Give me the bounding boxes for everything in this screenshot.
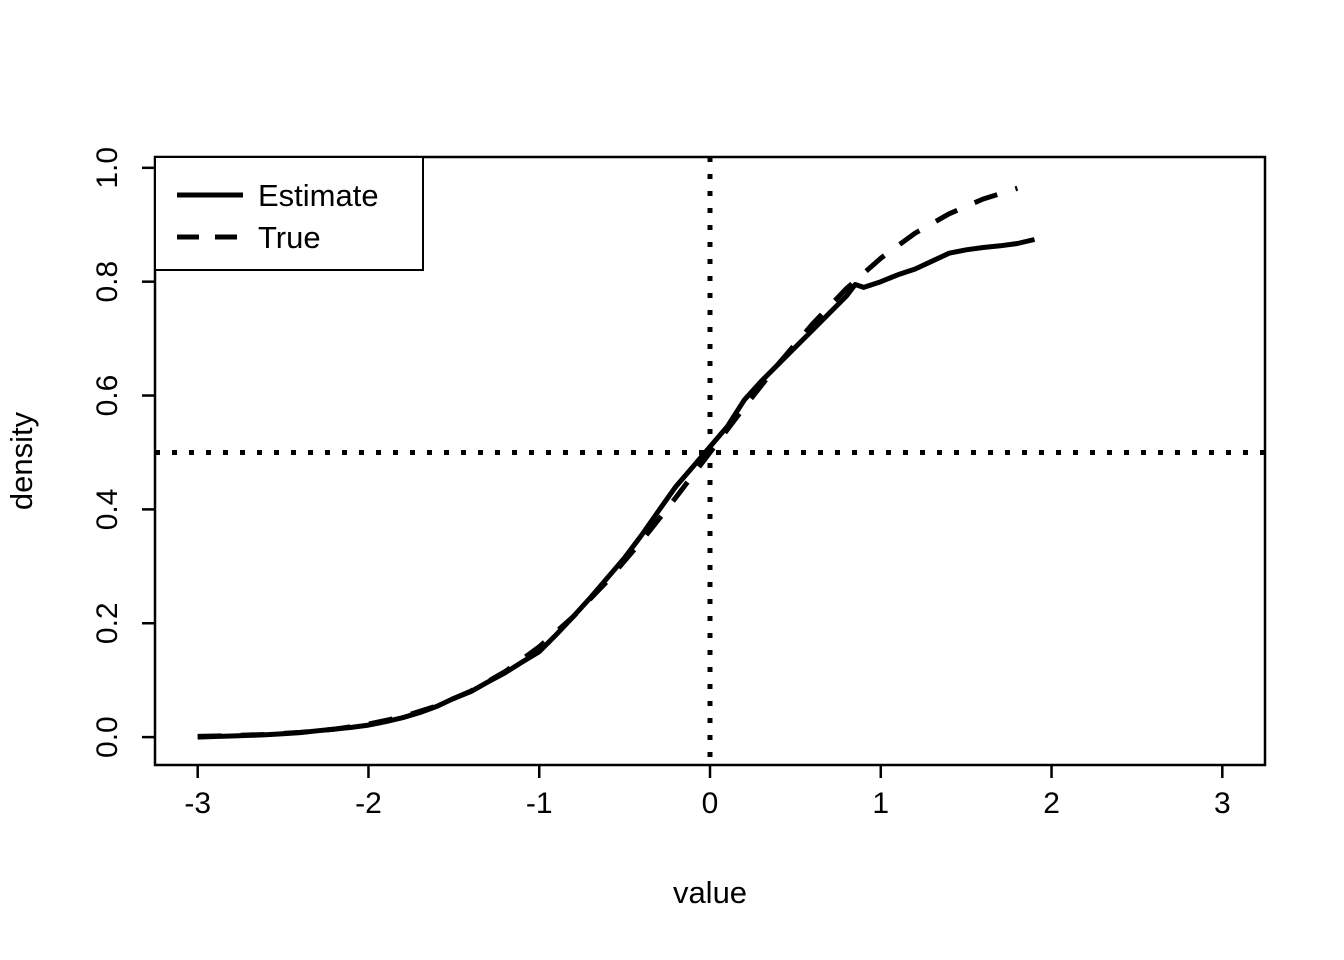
x-axis-title: value <box>673 875 747 910</box>
y-tick-label: 1.0 <box>91 147 124 189</box>
series-line-estimate <box>197 237 1036 740</box>
legend-box <box>154 156 424 271</box>
x-tick-label: 1 <box>872 787 889 820</box>
y-tick-label: 0.4 <box>91 489 124 531</box>
series-line-true <box>197 185 1019 739</box>
x-tick-label: -1 <box>526 787 553 820</box>
y-tick-label: 0.0 <box>91 716 124 758</box>
y-axis-title: density <box>4 411 39 510</box>
x-tick-label: 2 <box>1043 787 1060 820</box>
y-tick-label: 0.8 <box>91 261 124 303</box>
y-tick-label: 0.2 <box>91 602 124 644</box>
y-tick-label: 0.6 <box>91 375 124 417</box>
x-tick-label: -2 <box>355 787 382 820</box>
x-tick-label: 0 <box>702 787 719 820</box>
legend-label-true: True <box>258 220 321 255</box>
legend-label-estimate: Estimate <box>258 178 379 213</box>
x-tick-label: -3 <box>184 787 211 820</box>
x-tick-label: 3 <box>1214 787 1231 820</box>
